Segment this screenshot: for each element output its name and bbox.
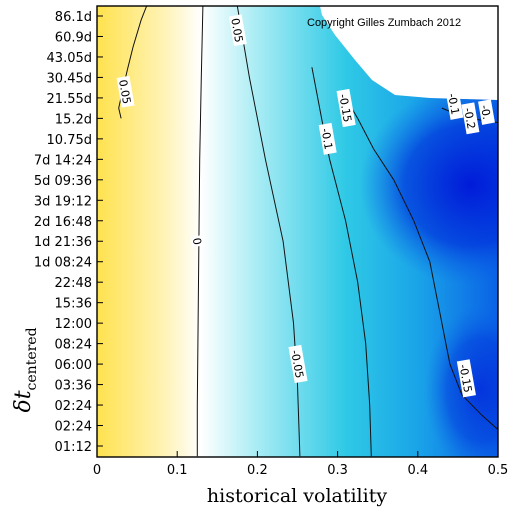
y-axis-title-subscript: centered: [24, 327, 40, 390]
contour-label: -0.05: [288, 344, 308, 384]
y-tick-label: 21.55d: [47, 92, 92, 107]
x-tick-label: 0.2: [247, 463, 268, 478]
y-tick-label: 03:36: [55, 379, 92, 394]
y-tick-label: 2d 16:48: [34, 215, 92, 230]
y-tick-label: 02:24: [55, 420, 92, 435]
contour-label: -0.1: [318, 122, 337, 155]
y-tick-label: 7d 14:24: [34, 153, 92, 168]
contour-label: -0.15: [336, 88, 356, 128]
contour-label-background: [288, 344, 308, 384]
y-tick-label: 60.9d: [55, 30, 92, 45]
contour-label-text: 0.05: [228, 17, 245, 43]
y-axis-title-main: δt: [11, 390, 36, 412]
copyright-text: Copyright Gilles Zumbach 2012: [307, 17, 461, 29]
contour-line: [345, 97, 498, 430]
y-axis-title: δtcentered: [11, 327, 40, 412]
plot-frame: [96, 5, 499, 458]
y-tick-label: 1d 08:24: [34, 256, 92, 271]
x-tick-label: 0.4: [407, 463, 428, 478]
contour-label-text: -0.15: [336, 93, 354, 123]
svg-text:δtcentered: δtcentered: [11, 327, 40, 412]
contour-label-text: 0.05: [116, 79, 133, 105]
contour-label: -0.: [478, 99, 495, 125]
y-tick-label: 3d 19:12: [34, 194, 92, 209]
y-tick-label: 12:00: [55, 317, 92, 332]
heatmap-empty-region: [320, 6, 498, 100]
contour-label-background: [116, 75, 135, 108]
heatmap-deep-blue-region-upper: [360, 85, 498, 285]
y-tick-label: 01:12: [55, 440, 92, 455]
x-tick-label: 0.3: [327, 463, 348, 478]
plot-area: 0.050.050-0.05-0.1-0.15-0.15-0.1-0.2 -0.: [97, 6, 498, 457]
contour-label-background: [461, 102, 480, 135]
x-axis: 0 0.1 0.2 0.3 0.4 0.5: [93, 451, 508, 478]
contour-label-text: -0.15: [457, 363, 475, 393]
y-tick-label: 08:24: [55, 338, 92, 353]
contour-label-background: [190, 234, 206, 248]
x-tick-label: 0.5: [488, 463, 509, 478]
contour-line: [236, 6, 301, 457]
contour-label: -0.1: [445, 88, 464, 120]
y-tick-label: 06:00: [55, 358, 92, 373]
contour-label-background: [228, 14, 247, 47]
contour-label-background: [445, 88, 464, 120]
y-tick-label: 1d 21:36: [34, 235, 92, 250]
contour-label-background: [318, 122, 337, 155]
contour-label: -0.2: [461, 102, 480, 135]
contour-label: 0.05: [116, 75, 135, 108]
contour-label-background: [478, 99, 495, 125]
x-tick-label: 0: [93, 463, 101, 478]
contour-label-background: [336, 88, 356, 128]
x-axis-title: historical volatility: [207, 485, 387, 507]
y-tick-label: 22:48: [55, 276, 92, 291]
y-tick-label: 86.1d: [55, 10, 92, 25]
contour-label-text: -0.: [478, 104, 493, 121]
y-tick-label: 15:36: [55, 297, 92, 312]
y-axis: 01:12 02:24 02:24 03:36 06:00 08:24 12:00 15:36…: [34, 10, 103, 455]
contour-label: -0.15: [456, 359, 476, 398]
contour-label-text: -0.1: [445, 92, 462, 115]
contour-labels: 0.050.050-0.05-0.1-0.15-0.15-0.1-0.2 -0.: [116, 14, 495, 398]
y-tick-label: 15.2d: [55, 112, 92, 127]
contour-label: 0: [190, 234, 206, 248]
y-tick-label: 02:24: [55, 399, 92, 414]
contour-label-text: -0.1: [318, 127, 335, 150]
x-tick-label: 0.1: [167, 463, 188, 478]
contour-label-text: -0.2: [461, 107, 478, 130]
contour-label: 0.05: [228, 14, 247, 47]
y-tick-label: 10.75d: [47, 133, 92, 148]
y-tick-label: 30.45d: [47, 71, 92, 86]
contour-label-text: -0.05: [288, 349, 306, 379]
contour-label-text: 0: [190, 237, 204, 246]
y-tick-label: 5d 09:36: [34, 174, 92, 189]
contour-line: [118, 6, 148, 119]
contour-label-background: [456, 359, 476, 398]
y-tick-label: 43.05d: [47, 51, 92, 66]
